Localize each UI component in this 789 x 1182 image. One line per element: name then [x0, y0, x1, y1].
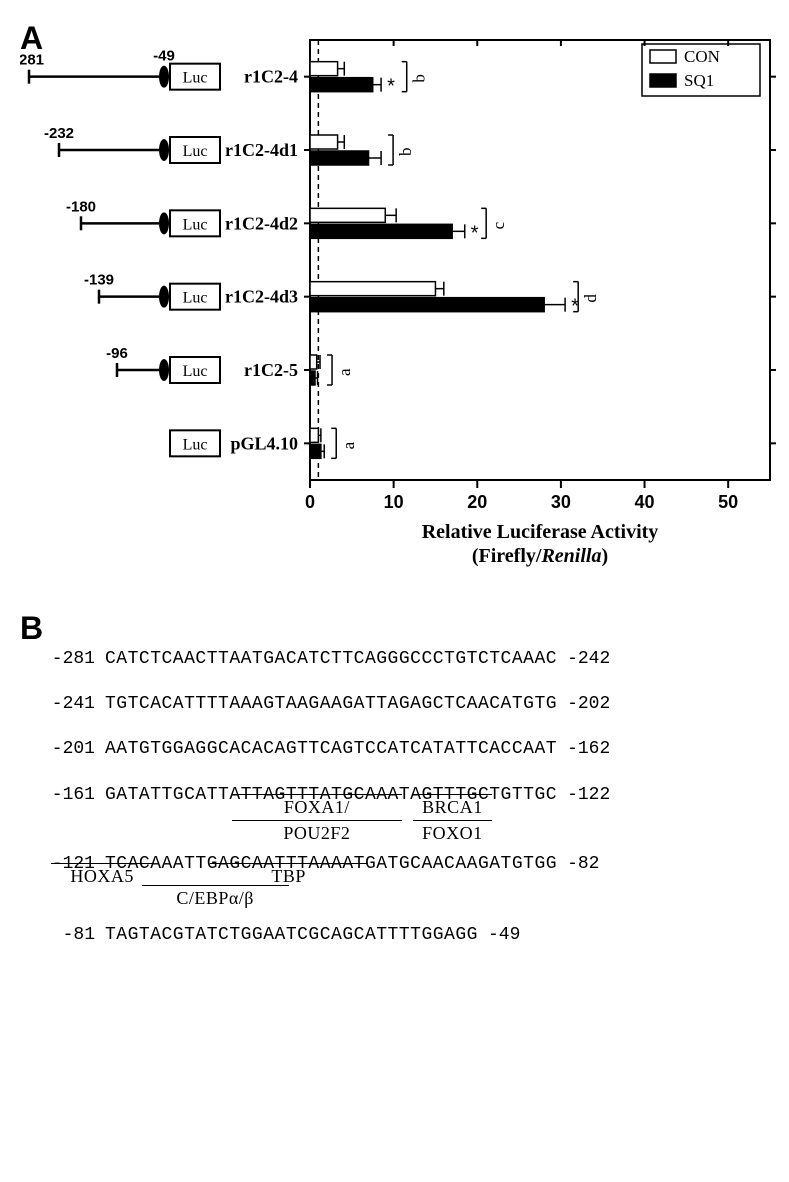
svg-text:b: b: [396, 148, 415, 157]
seq-end: -49: [478, 923, 520, 948]
sequence-row: -81TAGTACGTATCTGGAATCGCAGCATTTTGGAGG-49: [40, 923, 769, 948]
svg-text:b: b: [410, 74, 429, 83]
svg-text:20: 20: [467, 492, 487, 512]
seq-start: -81: [40, 923, 105, 948]
sequence-block: -281CATCTCAACTTAATGACATCTTCAGGGCCCTGTCTC…: [40, 647, 769, 948]
svg-text:pGL4.10: pGL4.10: [230, 433, 298, 453]
tf-annotation: BRCA1FOXO1: [413, 794, 492, 846]
svg-text:Luc: Luc: [183, 143, 208, 160]
seq-start: -241: [40, 692, 105, 717]
svg-text:50: 50: [718, 492, 738, 512]
seq-end: -202: [557, 692, 610, 717]
svg-text:(Firefly/Renilla): (Firefly/Renilla): [472, 545, 608, 567]
svg-text:d: d: [581, 294, 600, 303]
seq-body: TAGTACGTATCTGGAATCGCAGCATTTTGGAGG: [105, 923, 478, 948]
panel-b-label: B: [20, 610, 769, 647]
svg-text:-232: -232: [44, 125, 74, 142]
svg-text:SQ1: SQ1: [684, 71, 714, 90]
seq-body: AATGTGGAGGCACACAGTTCAGTCCATCATATTCACCAAT: [105, 737, 557, 762]
svg-text:CON: CON: [684, 47, 720, 66]
tf-annotation: TBP: [210, 863, 368, 889]
sequence-row: -241TGTCACATTTTAAAGTAAGAAGATTAGAGCTCAACA…: [40, 692, 769, 717]
svg-text:Relative Luciferase Activity: Relative Luciferase Activity: [422, 521, 659, 543]
svg-text:r1C2-5: r1C2-5: [244, 360, 298, 380]
panel-b: B -281CATCTCAACTTAATGACATCTTCAGGGCCCTGTC…: [20, 610, 769, 948]
svg-text:Luc: Luc: [183, 436, 208, 453]
svg-text:r1C2-4d1: r1C2-4d1: [225, 140, 298, 160]
seq-end: -162: [557, 737, 610, 762]
svg-text:40: 40: [635, 492, 655, 512]
svg-text:-281: -281: [20, 52, 44, 69]
panel-a: A 01020304050Relative Luciferase Activit…: [20, 20, 769, 580]
seq-start: -281: [40, 647, 105, 672]
svg-text:a: a: [335, 368, 354, 376]
tf-annotation: FOXA1/POU2F2: [232, 794, 402, 846]
luciferase-chart: 0 10 20 30 40 50 Relative Luciferase Activity(…: [20, 20, 789, 580]
svg-text:Luc: Luc: [183, 290, 208, 307]
svg-text:a: a: [339, 441, 358, 449]
seq-end: -242: [557, 647, 610, 672]
svg-text:r1C2-4d2: r1C2-4d2: [225, 213, 298, 233]
svg-text:-139: -139: [84, 272, 114, 289]
svg-text:Luc: Luc: [183, 216, 208, 233]
svg-text:-96: -96: [106, 345, 128, 362]
svg-text:0: 0: [305, 492, 315, 512]
svg-text:30: 30: [551, 492, 571, 512]
svg-text:-49: -49: [153, 48, 175, 65]
svg-text:Luc: Luc: [183, 70, 208, 87]
svg-text:*: *: [387, 76, 395, 98]
seq-body: TGTCACATTTTAAAGTAAGAAGATTAGAGCTCAACATGTG: [105, 692, 557, 717]
svg-text:*: *: [471, 222, 479, 244]
seq-body: CATCTCAACTTAATGACATCTTCAGGGCCCTGTCTCAAAC: [105, 647, 557, 672]
svg-text:-180: -180: [66, 198, 96, 215]
svg-text:c: c: [489, 221, 508, 229]
tf-annotation: HOXA5: [51, 863, 153, 889]
svg-text:r1C2-4d3: r1C2-4d3: [225, 287, 298, 307]
sequence-row: -281CATCTCAACTTAATGACATCTTCAGGGCCCTGTCTC…: [40, 647, 769, 672]
sequence-row: -201AATGTGGAGGCACACAGTTCAGTCCATCATATTCAC…: [40, 737, 769, 762]
svg-text:Luc: Luc: [183, 363, 208, 380]
svg-text:10: 10: [384, 492, 404, 512]
seq-start: -201: [40, 737, 105, 762]
svg-text:r1C2-4: r1C2-4: [244, 67, 298, 87]
